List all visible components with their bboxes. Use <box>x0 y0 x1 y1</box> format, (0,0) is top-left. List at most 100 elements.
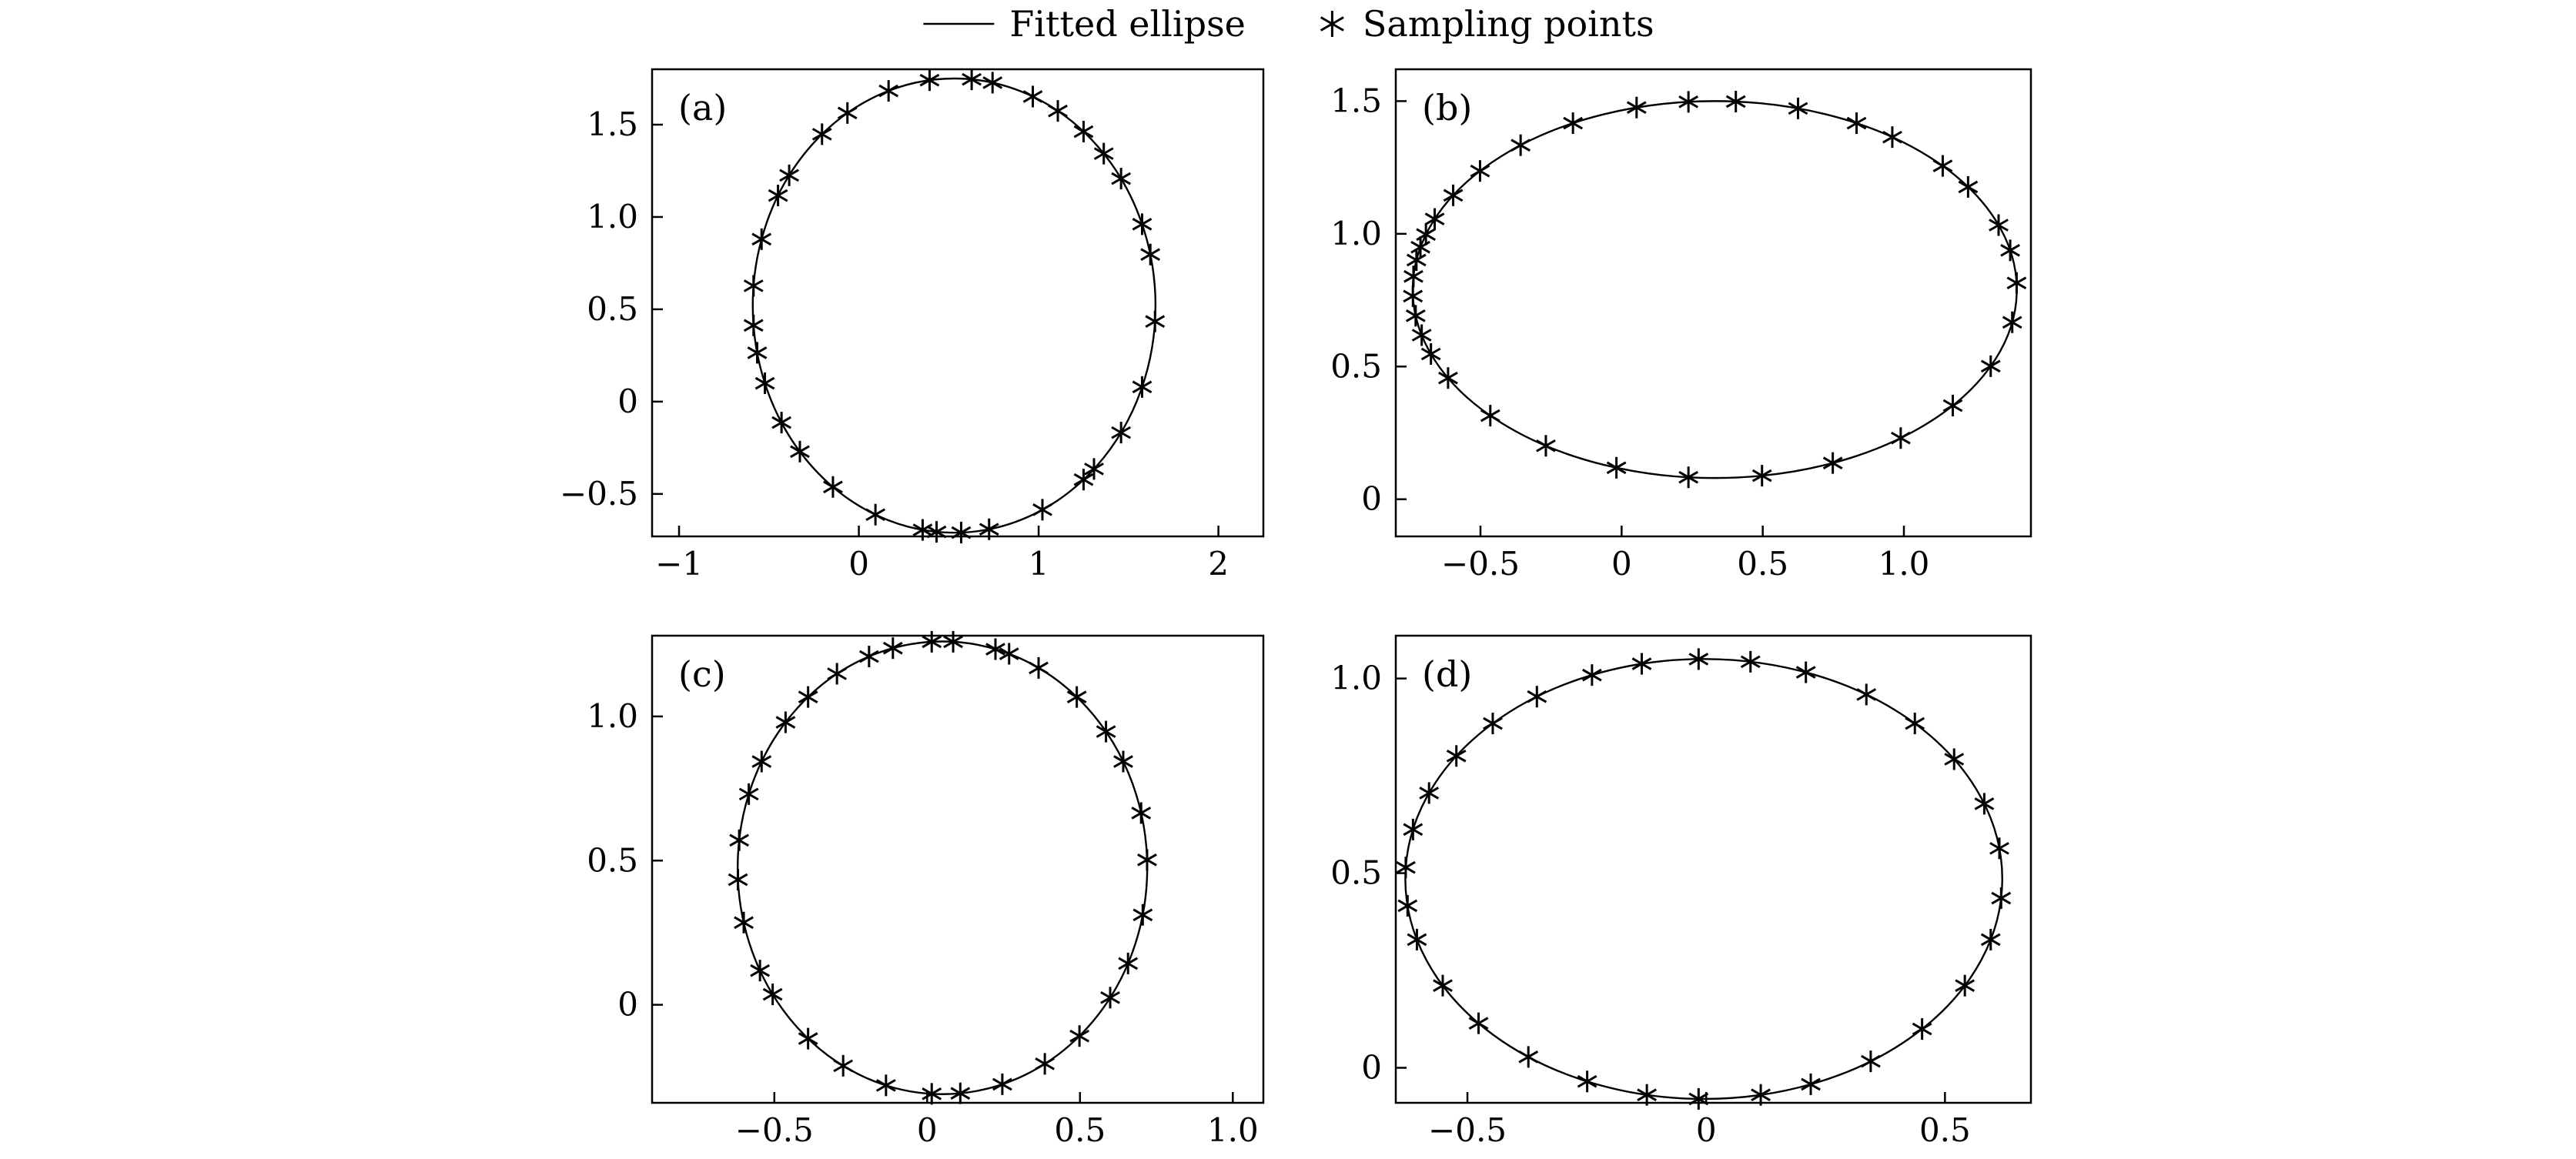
sampling-point-marker <box>982 72 1003 94</box>
sampling-point-marker <box>1403 285 1423 307</box>
sampling-point-marker <box>1882 126 1902 149</box>
sampling-point-marker <box>779 164 799 186</box>
sampling-point-marker <box>1035 1053 1055 1075</box>
x-tick-label: −0.5 <box>735 1111 814 1149</box>
sampling-point-marker <box>1942 395 1963 417</box>
sampling-point-marker <box>1751 465 1772 487</box>
x-tick-label: 0.5 <box>1737 545 1788 583</box>
sampling-point-marker <box>1132 376 1153 398</box>
sampling-point-marker <box>1856 683 1877 706</box>
sampling-point-marker <box>1419 782 1440 804</box>
axes-box <box>1394 68 2032 538</box>
sampling-point-marker <box>798 686 818 708</box>
sampling-point-marker <box>1069 1025 1090 1047</box>
sampling-point-marker <box>743 275 764 297</box>
subplot-c: −0.5 0 0.5 1.0 0 0.5 1.0 (c) <box>587 630 1265 1149</box>
sampling-point-marker <box>1577 1070 1597 1093</box>
sampling-point-marker <box>1470 160 1490 182</box>
sampling-point-marker <box>1932 155 1953 177</box>
y-tick-label: −0.5 <box>560 475 638 513</box>
sampling-point-marker <box>1132 213 1153 235</box>
sampling-point-marker <box>951 522 972 544</box>
sampling-point-marker <box>1989 837 2009 860</box>
sampling-point-marker <box>750 960 771 982</box>
sampling-point-marker <box>2006 272 2027 294</box>
sampling-point-marker <box>1096 720 1116 743</box>
sampling-point-marker <box>1563 112 1584 135</box>
x-tick-label: 0 <box>917 1111 938 1149</box>
sampling-point-marker <box>962 68 982 91</box>
sampling-point-marker <box>2002 311 2022 333</box>
sampling-point-marker <box>1480 405 1500 427</box>
sampling-point-marker <box>762 984 783 1006</box>
sampling-point-marker <box>912 519 933 541</box>
sampling-point-marker <box>1066 686 1087 708</box>
sampling-point-marker <box>1403 818 1423 840</box>
sampling-point-marker <box>1093 142 1114 165</box>
sampling-point-marker <box>999 643 1019 665</box>
sampling-point-marker <box>1989 214 2009 236</box>
sampling-point-marker <box>1958 175 1979 198</box>
sampling-point-marker <box>1113 750 1133 773</box>
sampling-point-marker <box>1468 1012 1489 1034</box>
sampling-point-marker <box>1022 85 1043 108</box>
sampling-point-marker <box>1132 903 1153 926</box>
x-tick-label: 2 <box>1208 545 1229 583</box>
y-tick-label: 1.5 <box>1330 82 1382 119</box>
x-tick-label: 1 <box>1029 545 1049 583</box>
sampling-point-marker <box>751 750 772 773</box>
sampling-point-marker <box>865 503 886 526</box>
sampling-point-marker <box>1912 1018 1932 1040</box>
sampling-point-marker <box>823 476 843 498</box>
sampling-point-marker <box>1518 1046 1539 1068</box>
y-tick-label: 0 <box>1361 1048 1382 1086</box>
sampling-point-marker <box>1111 422 1132 444</box>
sampling-point-marker <box>1483 713 1503 735</box>
legend-item-fitted-ellipse: Fitted ellipse <box>922 6 1246 42</box>
sampling-point-marker <box>1048 100 1068 122</box>
x-tick-label: 0.5 <box>1919 1111 1971 1149</box>
legend-label-sampling-points: Sampling points <box>1362 3 1654 45</box>
sampling-point-marker <box>1678 466 1699 489</box>
subplot-a: −1 0 1 2 −0.5 0 0.5 1.0 1.5 (a) <box>560 68 1265 583</box>
x-tick-label: 1.0 <box>1207 1111 1259 1149</box>
sampling-point-marker <box>743 314 764 336</box>
x-tick-label: −1 <box>655 545 703 583</box>
x-tick-label: −0.5 <box>1441 545 1520 583</box>
sampling-point-marker <box>1029 656 1049 679</box>
y-tick-label: 1.0 <box>1330 215 1382 252</box>
sampling-point-marker <box>1822 452 1843 474</box>
panel-label: (a) <box>678 87 727 129</box>
sampling-point-marker <box>837 102 858 124</box>
panel-label: (c) <box>678 653 726 695</box>
sampling-point-marker <box>1443 184 1464 206</box>
y-tick-label: 1.0 <box>1330 660 1382 697</box>
legend: Fitted ellipse Sampling points <box>922 6 1654 42</box>
sampling-point-marker <box>738 783 759 805</box>
fitted-line-icon <box>923 22 995 25</box>
legend-item-sampling-points: Sampling points <box>1315 6 1654 42</box>
sampling-point-marker <box>775 711 796 733</box>
subplot-d: −0.5 0 0.5 0 0.5 1.0 (d) <box>1330 634 2032 1149</box>
sampling-point-marker <box>728 869 748 891</box>
sampling-point-marker <box>747 342 768 364</box>
sampling-point-marker <box>1606 456 1627 479</box>
sampling-point-marker <box>2000 239 2020 262</box>
sampling-point-marker <box>1991 887 2012 910</box>
sampling-point-marker <box>1861 1050 1881 1073</box>
y-tick-label: 0 <box>1361 480 1382 518</box>
sampling-point-marker <box>1084 458 1104 480</box>
y-tick-label: 0.5 <box>1330 347 1382 385</box>
sampling-point-marker <box>1140 243 1161 266</box>
sampling-point-marker <box>878 80 899 102</box>
sampling-point-marker <box>1891 427 1911 449</box>
fitted-ellipse-line <box>1411 100 2018 479</box>
sampling-point-marker <box>1688 648 1709 670</box>
sampling-point-marker <box>1032 499 1052 521</box>
sampling-point-marker <box>1581 664 1602 686</box>
y-tick-label: 1.0 <box>587 697 638 735</box>
sampling-point-marker <box>811 123 832 145</box>
sampling-point-marker <box>1536 435 1556 457</box>
sampling-point-marker <box>1980 355 2001 377</box>
y-tick-label: 0 <box>617 382 638 420</box>
